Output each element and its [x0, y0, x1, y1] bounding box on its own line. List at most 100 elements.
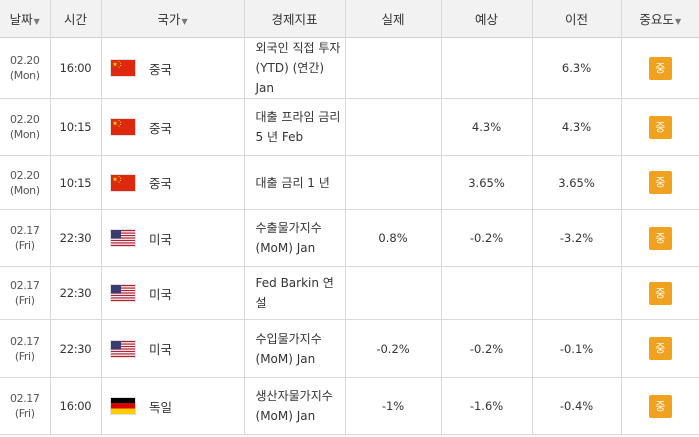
country-cell: 중국	[145, 98, 245, 156]
table-row[interactable]: 02.17 (Fri) 22:30 미국 수출물가지수(MoM) Jan 0.8% -0.2…	[0, 209, 699, 267]
actual-cell: -1%	[345, 377, 442, 435]
importance-cell: 중	[621, 155, 699, 210]
previous-cell: -3.2%	[532, 209, 622, 267]
day-value: (Fri)	[14, 239, 35, 252]
importance-badge: 중	[648, 226, 672, 250]
country-header[interactable]: 국가▼	[101, 0, 245, 38]
time-cell: 22:30	[50, 266, 102, 320]
indicator-link[interactable]: 수입물가지수(MoM) Jan	[244, 319, 346, 378]
header-row: 날짜▼ 시간 국가▼ 경제지표 실제 예상 이전 중요도▼	[0, 0, 699, 38]
importance-cell: 중	[621, 37, 699, 99]
indicator-link[interactable]: 수출물가지수(MoM) Jan	[244, 209, 346, 267]
date-value: 02.17	[10, 392, 40, 405]
flag-cell	[101, 209, 145, 267]
forecast-header: 예상	[441, 0, 533, 38]
table-row[interactable]: 02.20 (Mon) 16:00 중국 외국인 직접 투자 (YTD) (연간) Ja…	[0, 37, 699, 99]
time-cell: 22:30	[50, 209, 102, 267]
actual-cell: -0.2%	[345, 319, 442, 378]
table-row[interactable]: 02.17 (Fri) 16:00 독일 생산자물가지수 (MoM) Jan -1% -1.…	[0, 377, 699, 435]
actual-cell: 0.8%	[345, 209, 442, 267]
table-row[interactable]: 02.20 (Mon) 10:15 중국 대출 금리 1 년 3.65% 3.65% 중	[0, 155, 699, 210]
importance-badge: 중	[648, 171, 672, 194]
date-value: 02.17	[10, 279, 40, 292]
indicator-link[interactable]: Fed Barkin 연설	[244, 266, 346, 320]
usa-flag-icon	[111, 340, 136, 357]
actual-header: 실제	[345, 0, 442, 38]
time-header: 시간	[50, 0, 102, 38]
usa-flag-icon	[111, 230, 136, 246]
sort-down-icon: ▼	[33, 17, 40, 26]
importance-cell: 중	[621, 209, 699, 267]
date-cell: 02.17 (Fri)	[0, 266, 51, 320]
table-row[interactable]: 02.17 (Fri) 22:30 미국 Fed Barkin 연설 중	[0, 266, 699, 320]
indicator-link[interactable]: 외국인 직접 투자 (YTD) (연간) Jan	[244, 37, 346, 99]
actual-cell	[345, 98, 442, 156]
flag-cell	[101, 266, 145, 320]
date-value: 02.17	[10, 334, 40, 348]
actual-cell	[345, 155, 442, 210]
time-cell: 10:15	[50, 98, 102, 156]
flag-cell	[101, 98, 145, 156]
table-row[interactable]: 02.17 (Fri) 22:30 미국 수입물가지수(MoM) Jan -0.2% -0.…	[0, 319, 699, 378]
importance-cell: 중	[621, 377, 699, 435]
flag-cell	[101, 155, 145, 210]
date-header[interactable]: 날짜▼	[0, 0, 51, 38]
actual-cell	[345, 266, 442, 320]
china-flag-icon	[111, 60, 136, 76]
country-cell: 중국	[145, 155, 245, 210]
importance-badge: 중	[648, 56, 672, 80]
importance-badge: 중	[648, 115, 672, 139]
forecast-cell: -0.2%	[441, 319, 533, 378]
country-cell: 미국	[145, 209, 245, 267]
day-value: (Fri)	[14, 349, 35, 363]
previous-cell: 3.65%	[532, 155, 622, 210]
country-cell: 독일	[145, 377, 245, 435]
date-cell: 02.20 (Mon)	[0, 98, 51, 156]
importance-cell: 중	[621, 319, 699, 378]
sort-down-icon: ▼	[181, 17, 188, 26]
importance-badge: 중	[648, 281, 672, 305]
sort-down-icon: ▼	[674, 17, 682, 26]
country-cell: 미국	[145, 266, 245, 320]
flag-cell	[101, 377, 145, 435]
date-value: 02.17	[10, 224, 40, 237]
time-cell: 22:30	[50, 319, 102, 378]
importance-badge: 중	[648, 337, 672, 360]
forecast-cell: 4.3%	[441, 98, 533, 156]
importance-cell: 중	[621, 266, 699, 320]
indicator-link[interactable]: 대출 금리 1 년	[244, 155, 346, 210]
indicator-link[interactable]: 대출 프라임 금리 5 년 Feb	[244, 98, 346, 156]
china-flag-icon	[111, 174, 136, 191]
date-value: 02.20	[10, 168, 40, 182]
forecast-cell: 3.65%	[441, 155, 533, 210]
date-cell: 02.17 (Fri)	[0, 319, 51, 378]
forecast-cell	[441, 37, 533, 99]
day-value: (Mon)	[9, 183, 40, 197]
usa-flag-icon	[111, 285, 136, 301]
importance-cell: 중	[621, 98, 699, 156]
previous-cell: -0.1%	[532, 319, 622, 378]
importance-header[interactable]: 중요도▼	[621, 0, 699, 38]
day-value: (Fri)	[14, 294, 35, 307]
time-cell: 16:00	[50, 377, 102, 435]
previous-header: 이전	[532, 0, 622, 38]
date-cell: 02.17 (Fri)	[0, 377, 51, 435]
table-row[interactable]: 02.20 (Mon) 10:15 중국 대출 프라임 금리 5 년 Feb 4.3% 4.…	[0, 98, 699, 156]
previous-cell: 4.3%	[532, 98, 622, 156]
country-cell: 미국	[145, 319, 245, 378]
flag-cell	[101, 37, 145, 99]
china-flag-icon	[111, 119, 136, 135]
flag-cell	[101, 319, 145, 378]
indicator-link[interactable]: 생산자물가지수 (MoM) Jan	[244, 377, 346, 435]
date-cell: 02.20 (Mon)	[0, 155, 51, 210]
day-value: (Mon)	[9, 128, 40, 141]
date-cell: 02.17 (Fri)	[0, 209, 51, 267]
actual-cell	[345, 37, 442, 99]
time-cell: 16:00	[50, 37, 102, 99]
time-cell: 10:15	[50, 155, 102, 210]
date-value: 02.20	[10, 113, 40, 126]
importance-badge: 중	[648, 394, 672, 418]
forecast-cell: -1.6%	[441, 377, 533, 435]
indicator-header: 경제지표	[244, 0, 346, 38]
